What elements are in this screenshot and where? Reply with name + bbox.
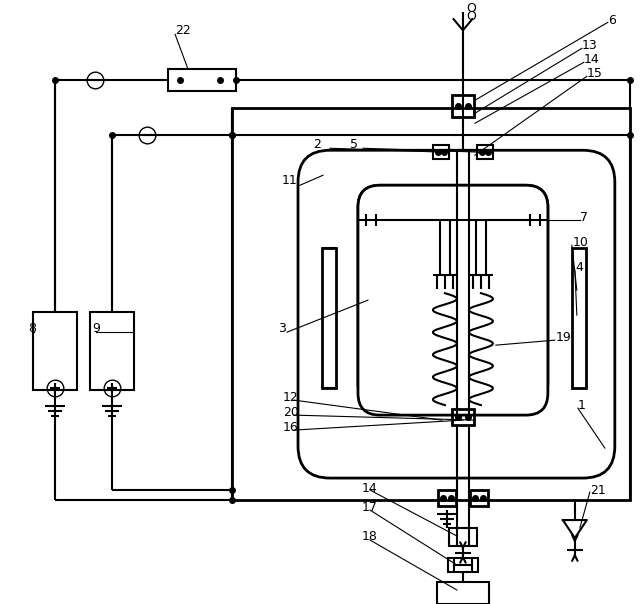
Bar [452,409,474,425]
Bar [470,490,488,506]
Text: 9: 9 [92,322,100,335]
Text: 14: 14 [362,481,378,495]
Bar [90,312,134,390]
Text: 16: 16 [283,420,299,434]
Text: 20: 20 [283,406,299,419]
Bar [168,69,236,91]
Text: 18: 18 [362,530,378,542]
Bar [438,490,456,506]
Text: 4: 4 [576,261,584,274]
Text: 22: 22 [175,24,191,37]
Bar [449,528,477,546]
Text: O: O [466,10,476,24]
Text: 7: 7 [580,211,588,223]
Text: 11: 11 [282,174,298,187]
Bar [448,558,478,572]
Bar [433,145,449,159]
Text: 19: 19 [556,330,572,344]
Text: 1: 1 [578,399,586,411]
Text: 15: 15 [587,67,603,80]
Text: O: O [466,2,476,15]
Bar [452,95,474,117]
Bar [477,145,493,159]
Text: 6: 6 [608,14,616,27]
Bar [572,248,586,388]
Bar [33,312,77,390]
Text: 14: 14 [584,53,600,66]
FancyBboxPatch shape [358,185,548,415]
Text: 21: 21 [590,484,605,496]
Text: 3: 3 [278,322,286,335]
Text: 13: 13 [582,39,598,52]
Text: 5: 5 [350,138,358,151]
Bar [437,582,489,604]
Text: 12: 12 [283,391,299,403]
Text: 8: 8 [28,322,36,335]
Text: 10: 10 [573,236,589,249]
Bar [232,108,630,500]
Bar [322,248,336,388]
Text: 2: 2 [313,138,321,151]
Text: 17: 17 [362,501,378,513]
